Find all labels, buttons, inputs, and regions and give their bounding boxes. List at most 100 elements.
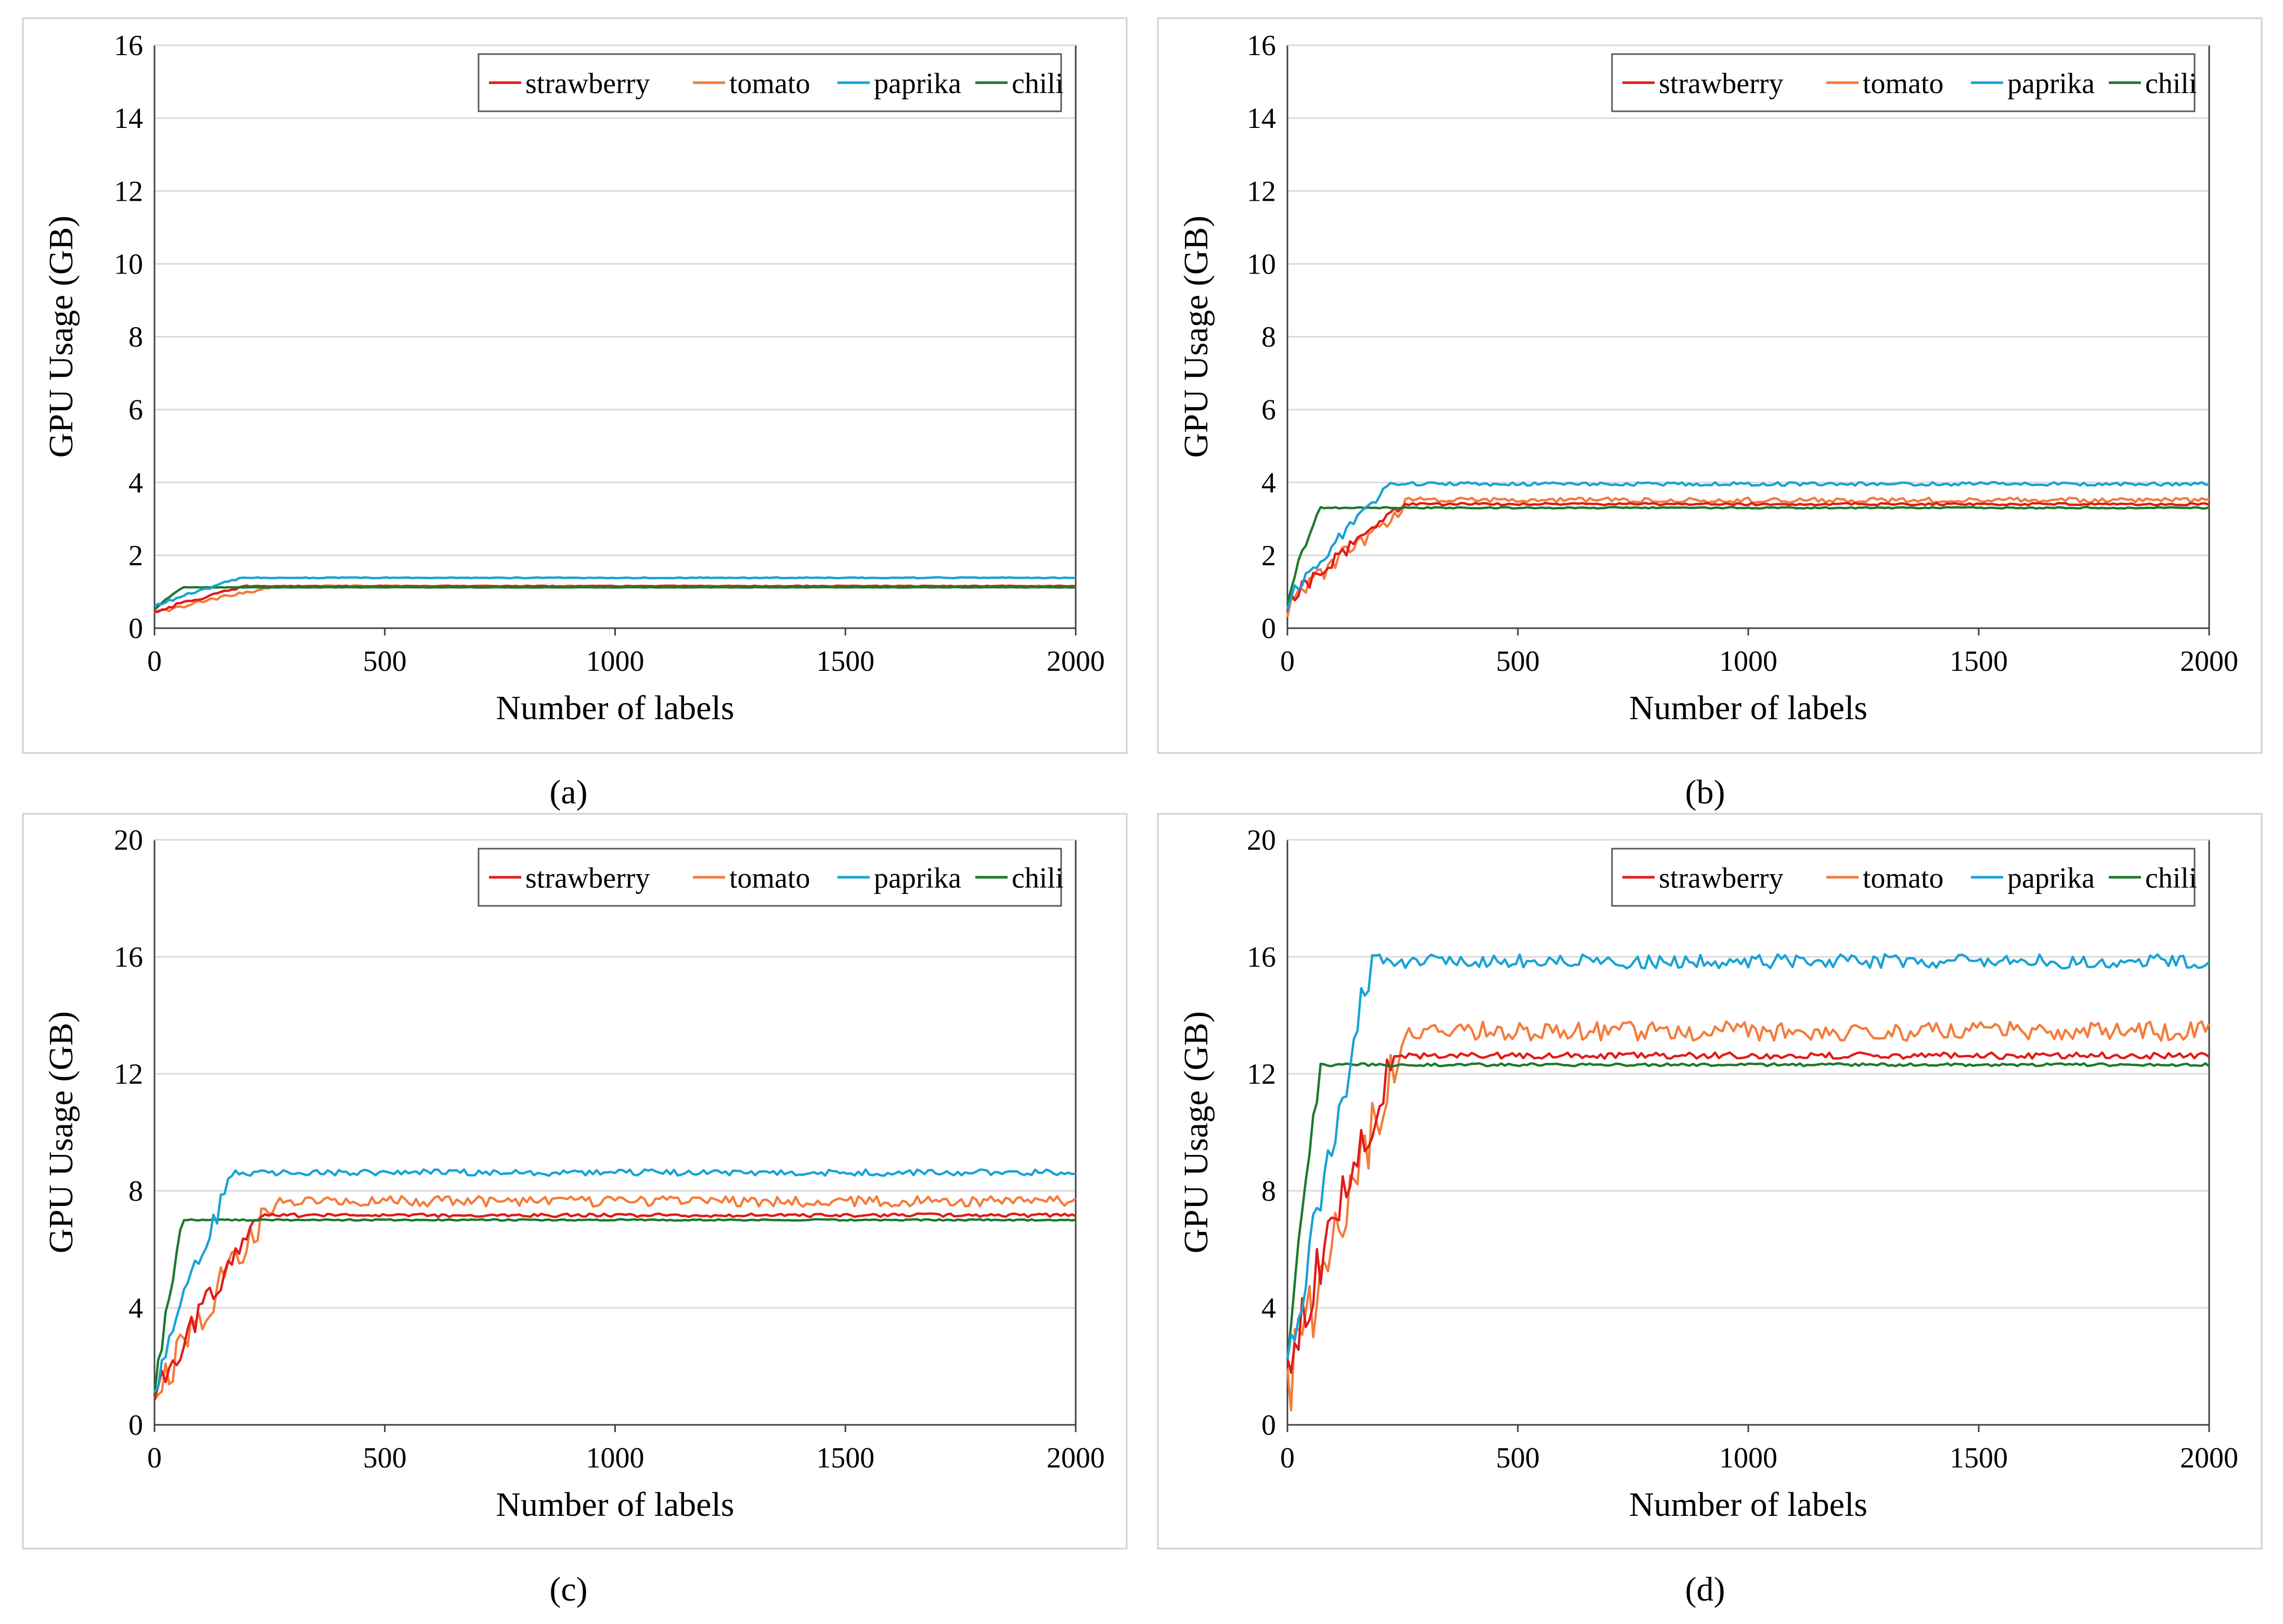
legend-label-paprika: paprika [2007,68,2095,100]
y-tick-label: 16 [114,941,143,973]
x-tick-label: 1000 [1719,645,1777,678]
legend-box [478,848,1062,907]
series-line-strawberry [1286,502,2210,611]
x-tick-label: 2000 [2180,1442,2238,1474]
y-tick-label: 2 [128,540,143,572]
y-tick-label: 0 [1261,613,1276,645]
x-tick-label: 0 [147,645,162,678]
legend-label-chili: chili [2145,862,2197,894]
series-line-paprika [1286,480,2210,610]
x-tick-label: 500 [363,645,407,678]
x-tick-label: 1500 [816,1442,874,1474]
x-tick-label: 0 [147,1442,162,1474]
y-tick-label: 20 [1247,824,1276,856]
legend-label-chili: chili [2145,68,2197,100]
y-tick-label: 10 [114,248,143,280]
y-tick-label: 4 [1261,467,1276,499]
y-tick-label: 8 [1261,321,1276,354]
series-line-tomato [1286,496,2210,618]
x-tick-label: 2000 [1047,1442,1105,1474]
y-tick-label: 16 [114,30,143,62]
x-tick-label: 2000 [2180,645,2238,678]
legend-label-strawberry: strawberry [1659,862,1783,894]
y-tick-label: 8 [1261,1175,1276,1207]
legend-label-tomato: tomato [1863,68,1944,100]
y-tick-label: 14 [1247,102,1276,135]
y-tick-label: 20 [114,824,143,856]
y-tick-label: 0 [128,1409,143,1441]
panel-caption: (d) [1685,1570,1725,1608]
y-tick-label: 6 [128,394,143,426]
y-tick-label: 2 [1261,540,1276,572]
y-tick-label: 4 [128,1292,143,1324]
legend-label-strawberry: strawberry [1659,68,1783,100]
y-axis-label: GPU Usage (GB) [1177,216,1215,458]
y-axis-label: GPU Usage (GB) [42,216,80,458]
legend: strawberry tomato paprika chili [1611,848,2197,907]
panel-frame [22,17,1128,754]
chart-panel-c: 0 4 8 12 16 20 0 500 1000 1500 2000 Number of label… [22,813,1128,1608]
x-tick-label: 1500 [816,645,874,678]
y-tick-label: 14 [114,102,143,135]
series-line-paprika [1286,953,2210,1360]
x-tick-label: 500 [1496,645,1540,678]
y-axis-label: GPU Usage (GB) [42,1011,80,1254]
x-axis-label: Number of labels [1629,1486,1867,1524]
y-tick-label: 8 [128,1175,143,1207]
x-tick-label: 0 [1280,645,1295,678]
series-line-strawberry [1286,1051,2210,1374]
x-tick-label: 500 [363,1442,407,1474]
x-tick-label: 0 [1280,1442,1295,1474]
x-tick-label: 1000 [586,645,644,678]
legend-label-strawberry: strawberry [525,68,650,100]
chart-panel-b: 0 2 4 6 8 10 12 14 16 0 500 1000 1500 2000 Number of l… [1157,17,2263,811]
panel-caption: (a) [549,773,587,811]
y-tick-label: 0 [1261,1409,1276,1441]
y-tick-label: 8 [128,321,143,354]
legend-box [1611,53,2196,112]
y-tick-label: 6 [1261,394,1276,426]
y-axis-label: GPU Usage (GB) [1177,1011,1215,1254]
legend: strawberry tomato paprika chili [478,848,1064,907]
x-tick-label: 1000 [1719,1442,1777,1474]
legend-label-chili: chili [1012,862,1064,894]
series-line-tomato [1286,1020,2211,1412]
series-line-chili [1286,506,2210,604]
y-tick-label: 4 [128,467,143,499]
y-tick-label: 12 [114,175,143,207]
legend-label-tomato: tomato [729,68,810,100]
legend: strawberry tomato paprika chili [478,53,1064,112]
chart-panel-a: 0 2 4 6 8 10 12 14 16 0 500 1000 1500 2000 Number of l… [22,17,1128,811]
x-tick-label: 2000 [1047,645,1105,678]
x-tick-label: 1000 [586,1442,644,1474]
panel-frame [22,813,1128,1550]
legend-label-paprika: paprika [874,68,961,100]
y-tick-label: 10 [1247,248,1276,280]
y-tick-label: 12 [1247,1058,1276,1090]
legend: strawberry tomato paprika chili [1611,53,2197,112]
series-line-paprika [153,1168,1076,1393]
x-tick-label: 1500 [1950,645,2008,678]
series-line-chili [153,1218,1076,1397]
x-axis-label: Number of labels [496,689,734,727]
legend-label-tomato: tomato [1863,862,1944,894]
panel-caption: (c) [549,1570,587,1608]
x-axis-label: Number of labels [496,1486,734,1524]
legend-label-tomato: tomato [729,862,810,894]
y-tick-label: 12 [114,1058,143,1090]
y-tick-label: 16 [1247,30,1276,62]
series-line-chili [1286,1062,2210,1360]
legend-label-strawberry: strawberry [525,862,650,894]
series-line-chili [153,586,1076,610]
x-tick-label: 500 [1496,1442,1540,1474]
y-tick-label: 12 [1247,175,1276,207]
legend-box [478,53,1062,112]
legend-box [1611,848,2196,907]
y-tick-label: 4 [1261,1292,1276,1324]
x-tick-label: 1500 [1950,1442,2008,1474]
chart-panel-d: 0 4 8 12 16 20 0 500 1000 1500 2000 Number of label… [1157,813,2263,1608]
y-tick-label: 0 [128,613,143,645]
series-line-paprika [154,576,1076,607]
x-axis-label: Number of labels [1629,689,1867,727]
